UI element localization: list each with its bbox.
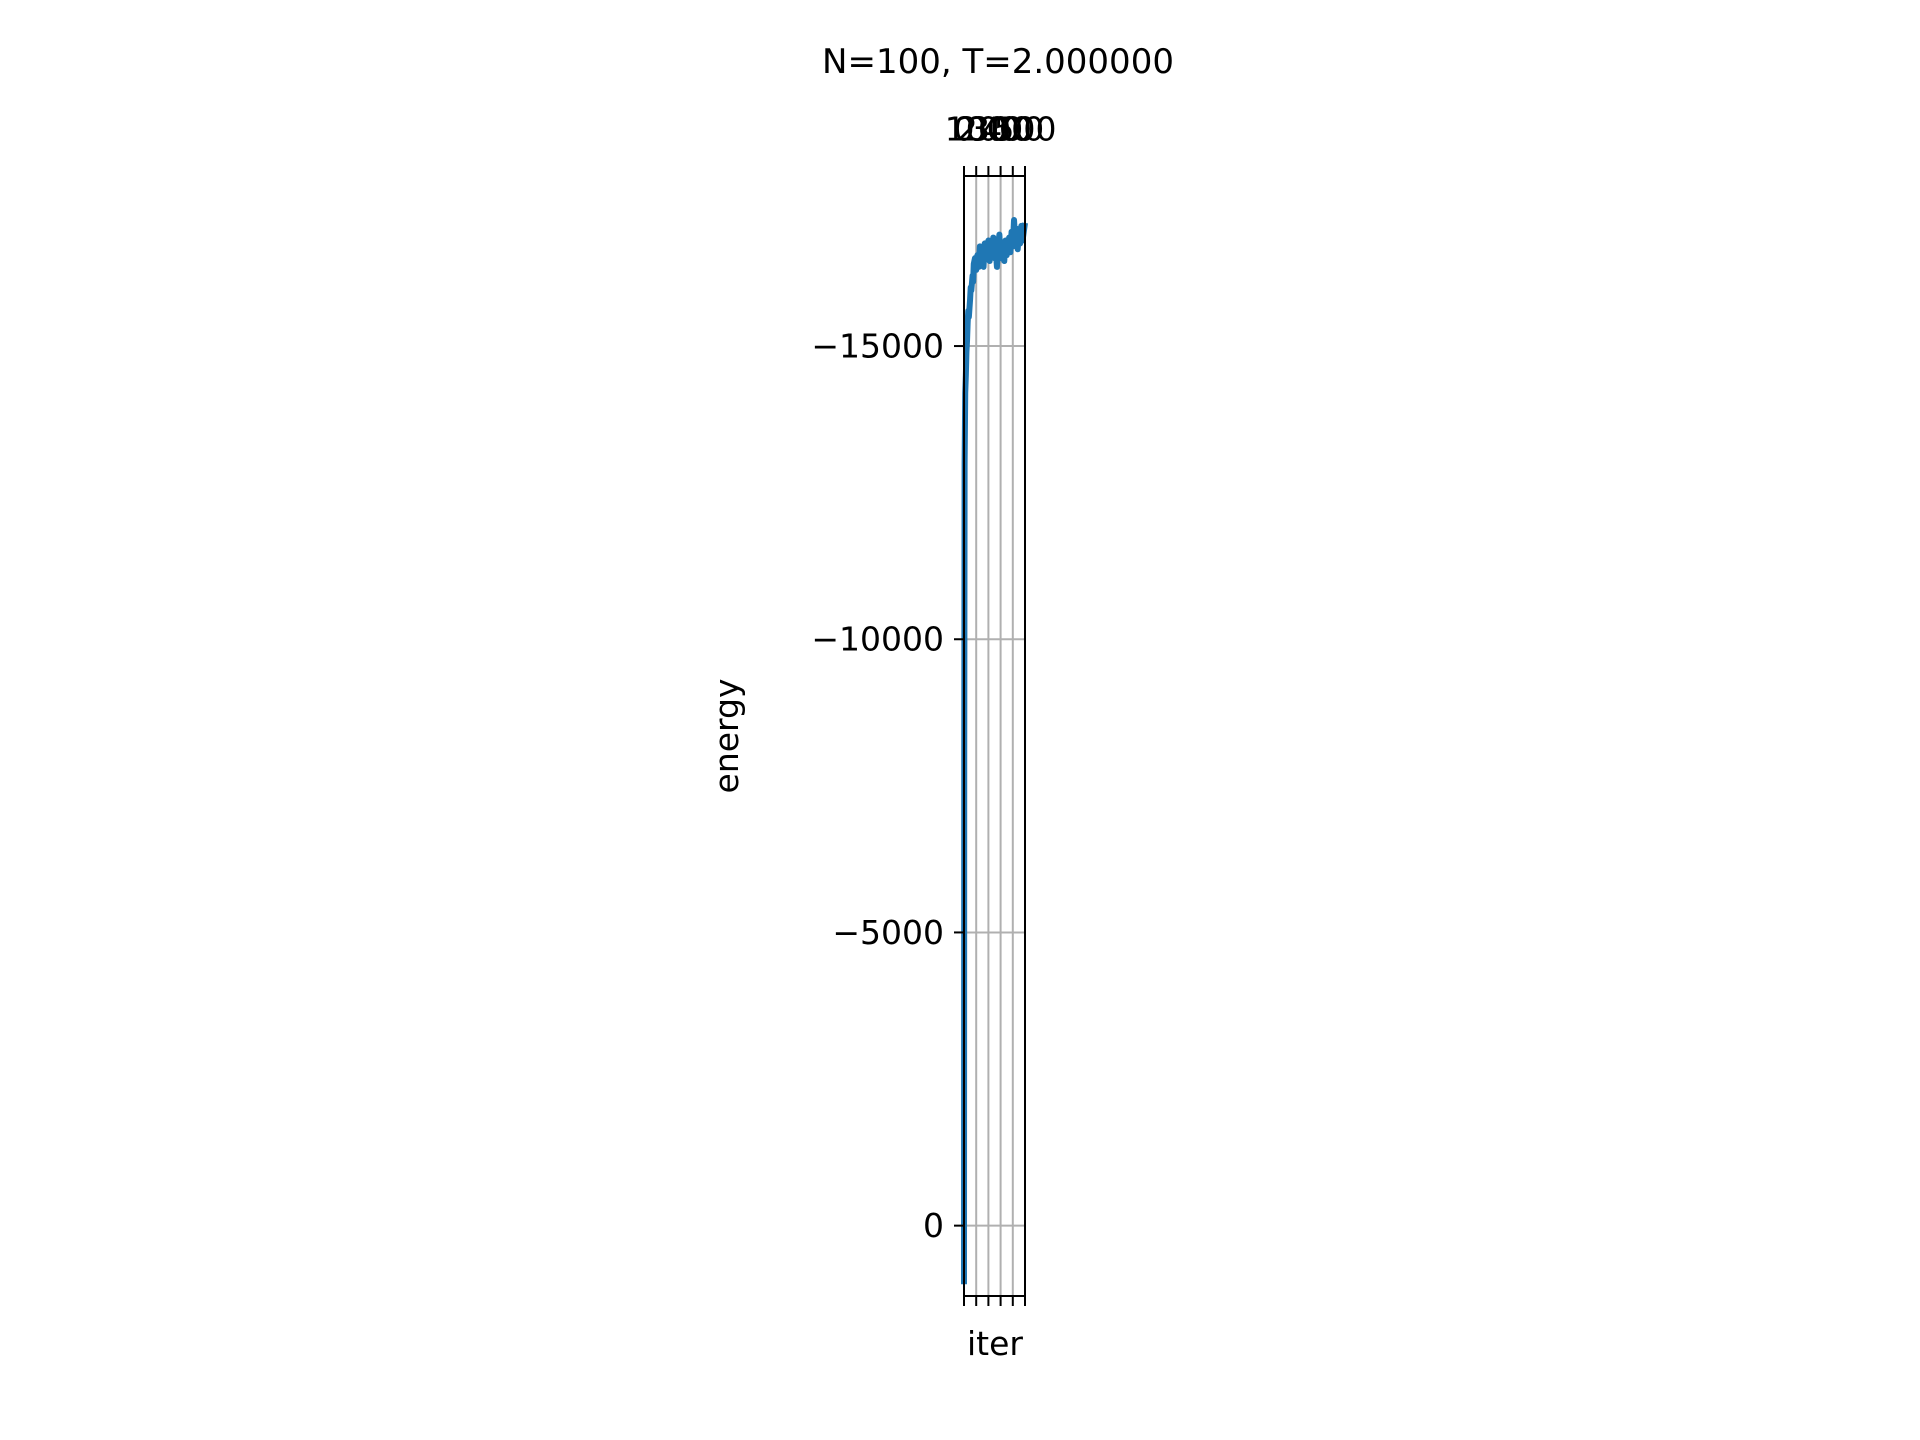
y-tick-label-1: −5000 xyxy=(832,913,944,952)
x-axis-label: iter xyxy=(967,1324,1023,1363)
x-tick-label-3: 300 xyxy=(969,110,1032,149)
y-tick-label-3: −15000 xyxy=(811,327,944,366)
y-ticks xyxy=(954,345,964,1227)
chart-title: N=100, T=2.000000 xyxy=(822,42,1174,82)
series-layer xyxy=(961,216,1028,1285)
y-axis-label: energy xyxy=(707,679,746,794)
y-tick-label-0: 0 xyxy=(923,1206,944,1245)
x-tick-label-1: 100 xyxy=(945,110,1008,149)
x-ticks-top xyxy=(963,166,1026,176)
x-tick-label-4: 400 xyxy=(981,110,1044,149)
x-tick-label-5: 500 xyxy=(994,110,1057,149)
x-ticks-bottom xyxy=(963,1296,1026,1306)
series-line-0 xyxy=(961,216,1028,1285)
axes-frame xyxy=(963,175,1026,1297)
x-tick-label-2: 200 xyxy=(957,110,1020,149)
x-tick-label-0: 0 xyxy=(954,110,975,149)
y-tick-labels: 0 −5000 −10000 −15000 xyxy=(811,327,944,1246)
y-tick-label-2: −10000 xyxy=(811,620,944,659)
